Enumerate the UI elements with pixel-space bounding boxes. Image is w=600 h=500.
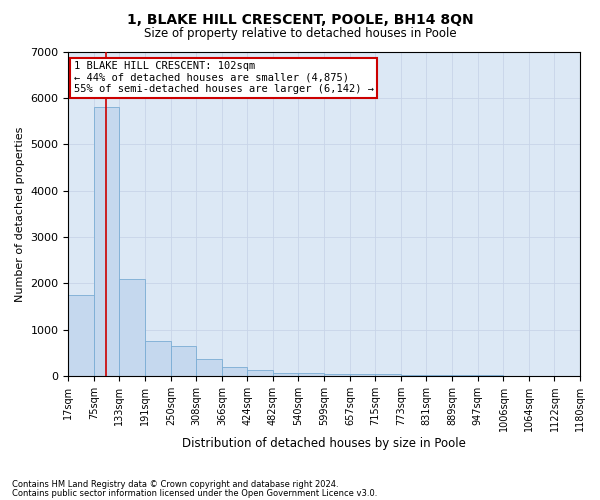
Bar [401,374,427,376]
Text: 1, BLAKE HILL CRESCENT, POOLE, BH14 8QN: 1, BLAKE HILL CRESCENT, POOLE, BH14 8QN [127,12,473,26]
Bar [68,295,94,376]
Bar [298,374,325,376]
Text: Contains HM Land Registry data © Crown copyright and database right 2024.: Contains HM Land Registry data © Crown c… [12,480,338,489]
Bar [427,375,452,376]
Text: Contains public sector information licensed under the Open Government Licence v3: Contains public sector information licen… [12,488,377,498]
Bar [376,374,401,376]
Text: Size of property relative to detached houses in Poole: Size of property relative to detached ho… [143,28,457,40]
Bar [94,107,119,376]
Bar [196,358,222,376]
Bar [119,279,145,376]
Bar [350,374,376,376]
Bar [247,370,273,376]
X-axis label: Distribution of detached houses by size in Poole: Distribution of detached houses by size … [182,437,466,450]
Bar [171,346,196,376]
Bar [145,342,171,376]
Y-axis label: Number of detached properties: Number of detached properties [15,126,25,302]
Text: 1 BLAKE HILL CRESCENT: 102sqm
← 44% of detached houses are smaller (4,875)
55% o: 1 BLAKE HILL CRESCENT: 102sqm ← 44% of d… [74,61,374,94]
Bar [452,375,478,376]
Bar [273,372,298,376]
Bar [325,374,350,376]
Bar [222,367,247,376]
